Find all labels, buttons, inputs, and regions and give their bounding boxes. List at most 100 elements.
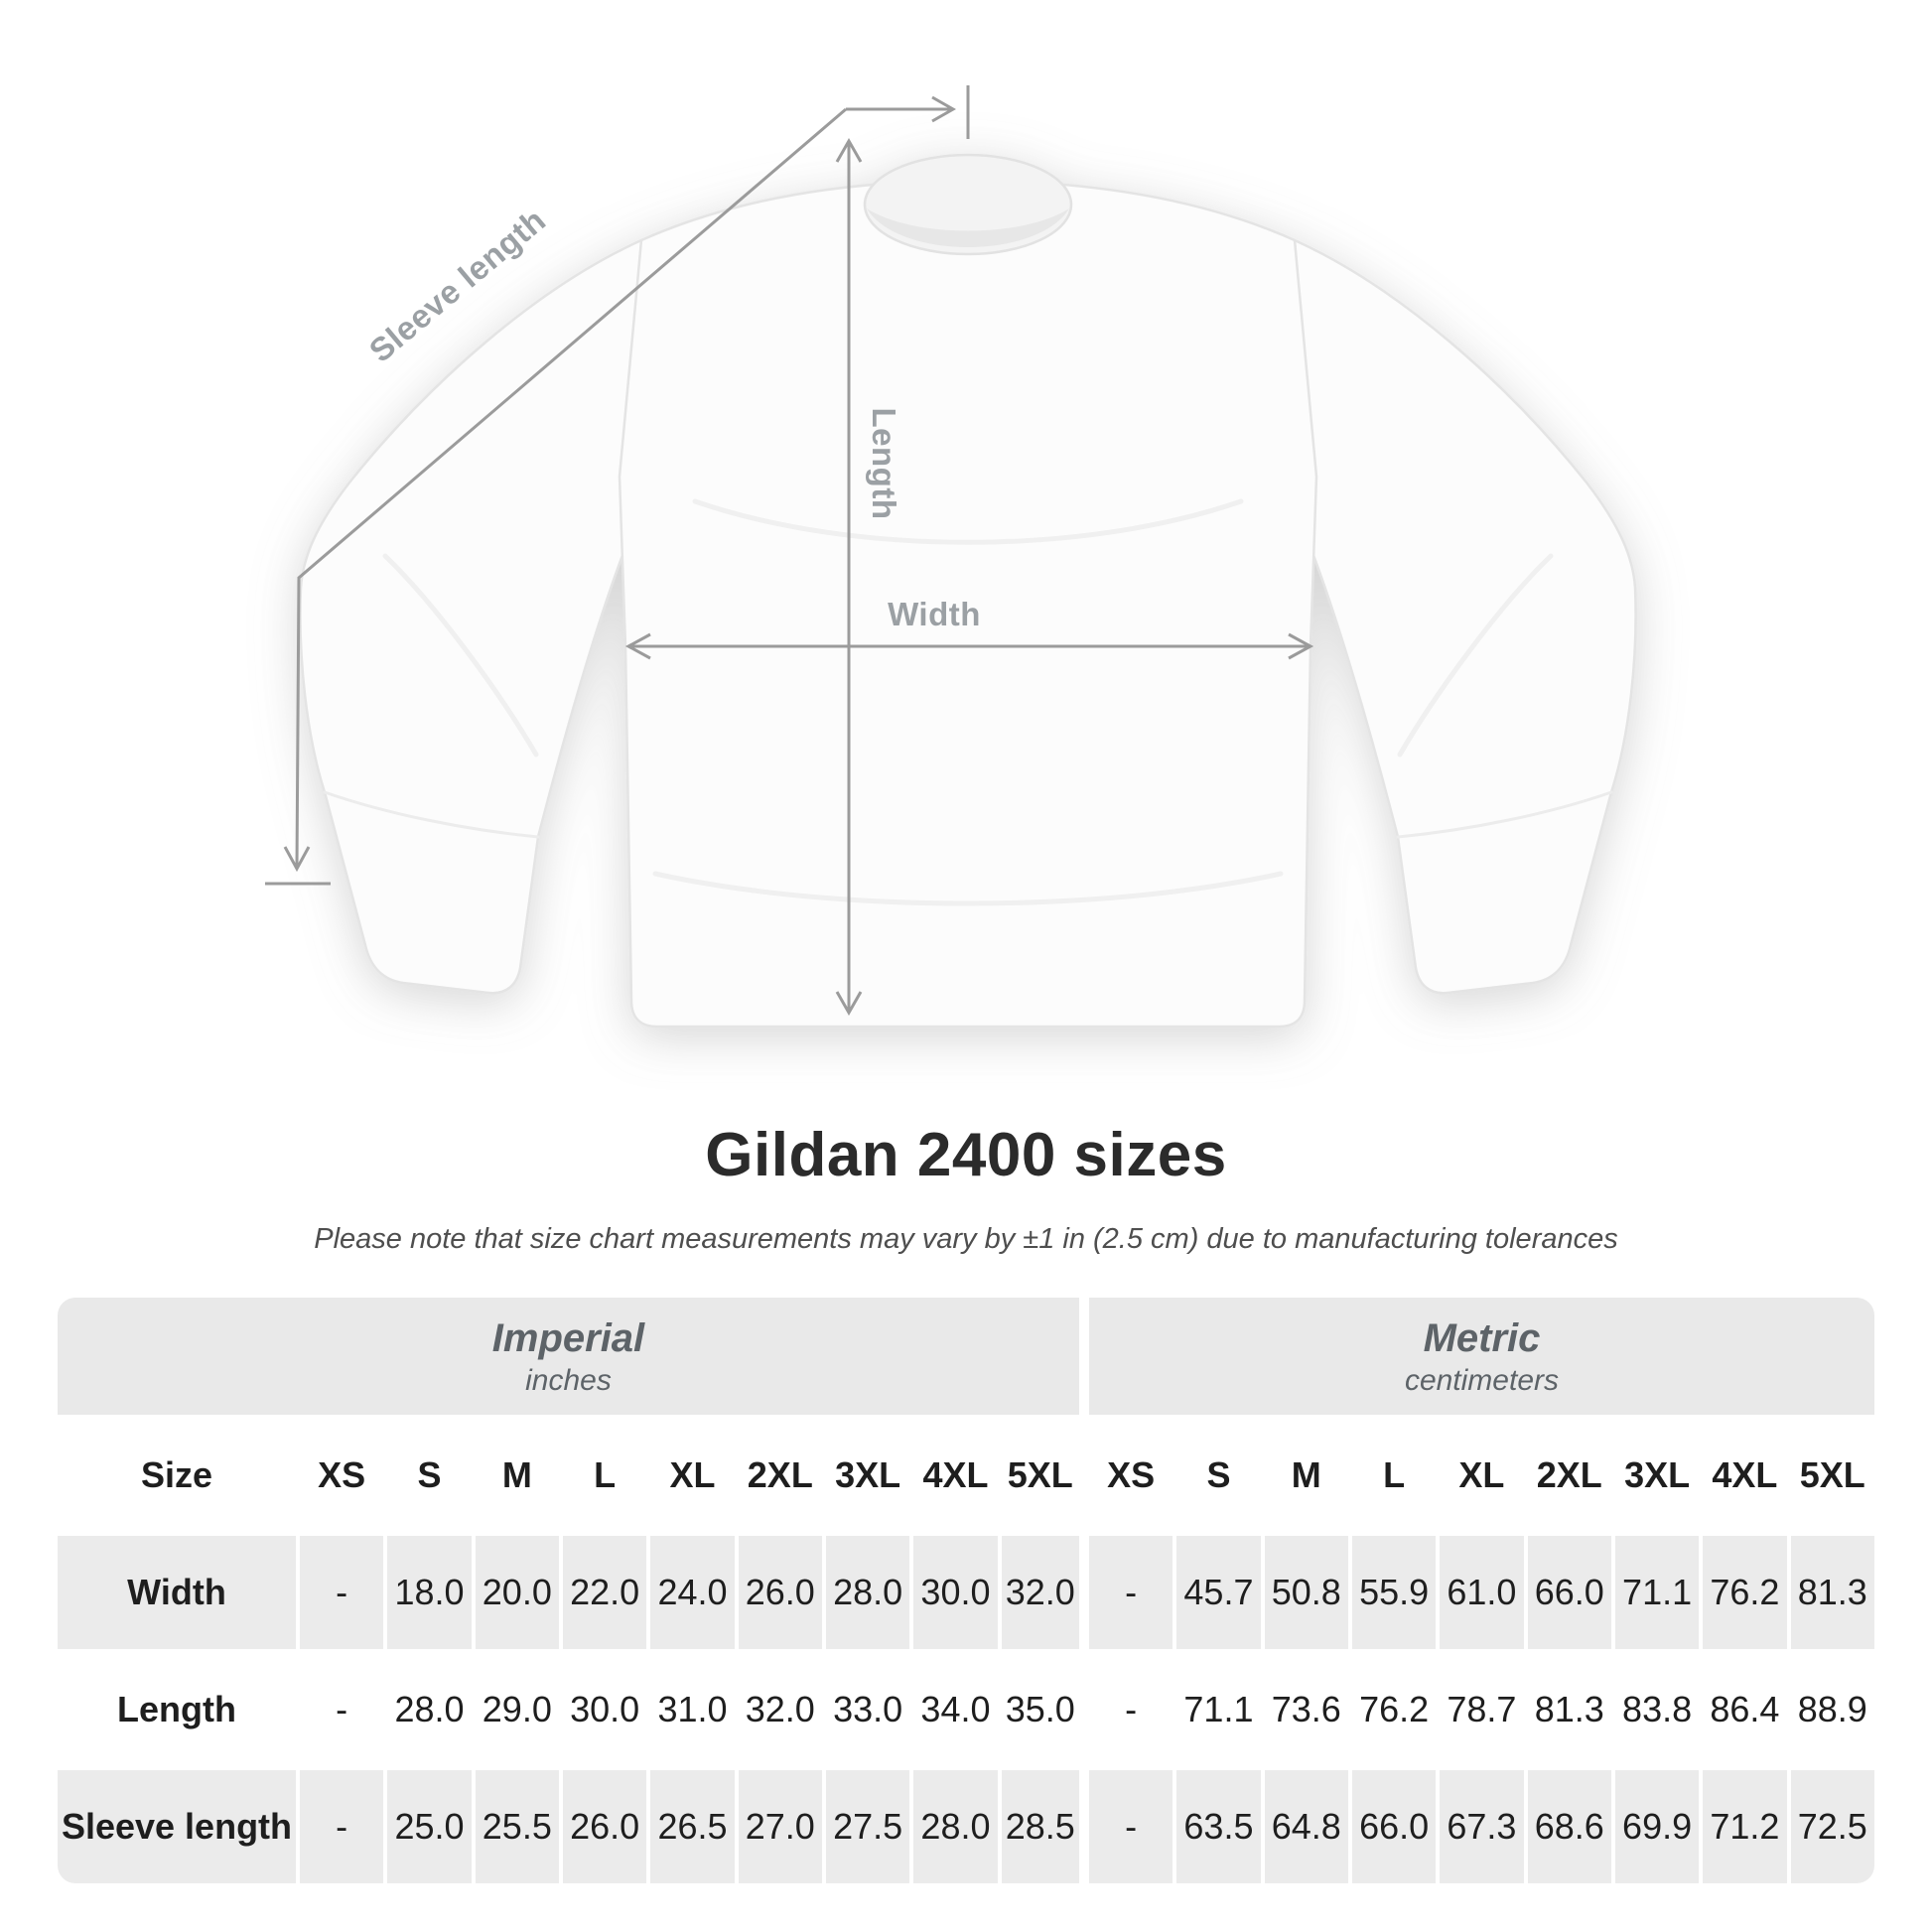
width-value-cell: 20.0 <box>475 1536 559 1649</box>
size-column-header: 3XL <box>825 1419 910 1532</box>
width-value-cell: 26.0 <box>738 1536 822 1649</box>
size-column-header: S <box>1176 1419 1261 1532</box>
shirt-torso <box>618 179 1318 1029</box>
unit-group-header-row: Imperial inches Metric centimeters <box>58 1298 1874 1415</box>
length-value-cell: 83.8 <box>1614 1653 1700 1766</box>
width-value-cell: 22.0 <box>562 1536 647 1649</box>
width-value-cell: 28.0 <box>825 1536 910 1649</box>
shirt-measurement-diagram: Sleeve length Length Width <box>265 85 1637 1029</box>
sleeve-length-value-cell: 68.6 <box>1527 1770 1611 1883</box>
sleeve-length-row: Sleeve length -25.0 25.5 26.0 26.5 27.0 27.5 2… <box>58 1770 1874 1883</box>
long-sleeve-shirt-graphic <box>299 153 1637 1029</box>
length-value-cell: 30.0 <box>562 1653 647 1766</box>
length-value-cell: - <box>1088 1653 1173 1766</box>
width-value-cell: 32.0 <box>1001 1536 1085 1649</box>
sleeve-length-value-cell: 25.5 <box>475 1770 559 1883</box>
sleeve-length-value-cell: 27.0 <box>738 1770 822 1883</box>
size-column-header: 2XL <box>1527 1419 1611 1532</box>
length-row-label: Length <box>58 1653 296 1766</box>
size-column-header: S <box>387 1419 472 1532</box>
length-value-cell: - <box>300 1653 384 1766</box>
measurement-lines <box>265 85 1314 1017</box>
length-value-cell: 29.0 <box>475 1653 559 1766</box>
length-value-cell: 34.0 <box>913 1653 998 1766</box>
width-arrow <box>624 632 1314 660</box>
width-value-cell: - <box>300 1536 384 1649</box>
sleeve-length-line <box>265 85 970 886</box>
size-header-label: Size <box>58 1419 296 1532</box>
sleeve-length-row-label: Sleeve length <box>58 1770 296 1883</box>
shirt-left-cuff-seam <box>323 790 540 839</box>
width-value-cell: 30.0 <box>913 1536 998 1649</box>
sleeve-length-value-cell: - <box>300 1770 384 1883</box>
length-value-cell: 73.6 <box>1264 1653 1348 1766</box>
size-column-header: 2XL <box>738 1419 822 1532</box>
width-value-cell: 18.0 <box>387 1536 472 1649</box>
metric-group-label: Metric <box>1423 1316 1541 1360</box>
width-value-cell: - <box>1088 1536 1173 1649</box>
sleeve-length-value-cell: 72.5 <box>1790 1770 1874 1883</box>
length-value-cell: 76.2 <box>1351 1653 1437 1766</box>
tolerance-note: Please note that size chart measurements… <box>314 1223 1618 1255</box>
width-value-cell: 50.8 <box>1264 1536 1348 1649</box>
shirt-collar-shadow <box>867 208 1069 247</box>
width-value-cell: 55.9 <box>1351 1536 1437 1649</box>
page-title: Gildan 2400 sizes <box>705 1121 1227 1189</box>
width-value-cell: 45.7 <box>1176 1536 1261 1649</box>
sleeve-length-value-cell: 63.5 <box>1176 1770 1261 1883</box>
length-value-cell: 88.9 <box>1790 1653 1874 1766</box>
metric-group-header: Metric centimeters <box>1088 1298 1874 1415</box>
size-column-header: XS <box>300 1419 384 1532</box>
size-column-header: L <box>1351 1419 1437 1532</box>
width-row-label: Width <box>58 1536 296 1649</box>
size-column-header: M <box>475 1419 559 1532</box>
metric-group-unit: centimeters <box>1404 1364 1559 1397</box>
width-value-cell: 81.3 <box>1790 1536 1874 1649</box>
size-column-header: 4XL <box>1703 1419 1787 1532</box>
size-column-header: XL <box>1440 1419 1524 1532</box>
length-arrow <box>835 137 863 1017</box>
width-value-cell: 61.0 <box>1440 1536 1524 1649</box>
width-value-cell: 66.0 <box>1527 1536 1611 1649</box>
sleeve-length-value-cell: 26.5 <box>650 1770 735 1883</box>
imperial-group-unit: inches <box>525 1364 612 1397</box>
sleeve-length-value-cell: 26.0 <box>562 1770 647 1883</box>
width-row: Width -18.0 20.0 22.0 24.0 26.0 28.0 30.0 32.0-… <box>58 1536 1874 1649</box>
sleeve-length-value-cell: 71.2 <box>1703 1770 1787 1883</box>
shirt-right-sleeve <box>1289 238 1637 995</box>
shirt-left-sleeve <box>299 238 647 995</box>
sleeve-length-value-cell: 28.0 <box>913 1770 998 1883</box>
width-label: Width <box>888 596 981 632</box>
length-value-cell: 71.1 <box>1176 1653 1261 1766</box>
width-value-cell: 71.1 <box>1614 1536 1700 1649</box>
shirt-wrinkles <box>382 498 1554 906</box>
size-column-header: 3XL <box>1614 1419 1700 1532</box>
length-value-cell: 28.0 <box>387 1653 472 1766</box>
size-column-header: 5XL <box>1790 1419 1874 1532</box>
sleeve-length-value-cell: 69.9 <box>1614 1770 1700 1883</box>
sleeve-length-value-cell: 67.3 <box>1440 1770 1524 1883</box>
sleeve-length-value-cell: 28.5 <box>1001 1770 1085 1883</box>
size-column-header: XS <box>1088 1419 1173 1532</box>
width-value-cell: 76.2 <box>1703 1536 1787 1649</box>
length-value-cell: 81.3 <box>1527 1653 1611 1766</box>
size-header-row: Size XS S M L XL 2XL 3XL 4XL 5XL XS S M L XL 2XL 3XL 4XL… <box>58 1419 1874 1532</box>
length-value-cell: 35.0 <box>1001 1653 1085 1766</box>
length-value-cell: 31.0 <box>650 1653 735 1766</box>
width-value-cell: 24.0 <box>650 1536 735 1649</box>
size-column-header: 5XL <box>1001 1419 1085 1532</box>
sleeve-length-value-cell: 25.0 <box>387 1770 472 1883</box>
length-label: Length <box>866 408 902 520</box>
length-value-cell: 33.0 <box>825 1653 910 1766</box>
imperial-group-label: Imperial <box>491 1316 645 1360</box>
length-row: Length -28.0 29.0 30.0 31.0 32.0 33.0 34.0 35.0… <box>58 1653 1874 1766</box>
size-column-header: 4XL <box>913 1419 998 1532</box>
length-value-cell: 78.7 <box>1440 1653 1524 1766</box>
size-column-header: L <box>562 1419 647 1532</box>
shirt-right-cuff-seam <box>1396 790 1613 839</box>
sleeve-length-value-cell: 66.0 <box>1351 1770 1437 1883</box>
length-value-cell: 86.4 <box>1703 1653 1787 1766</box>
imperial-group-header: Imperial inches <box>58 1298 1085 1415</box>
sleeve-length-value-cell: 27.5 <box>825 1770 910 1883</box>
size-column-header: M <box>1264 1419 1348 1532</box>
